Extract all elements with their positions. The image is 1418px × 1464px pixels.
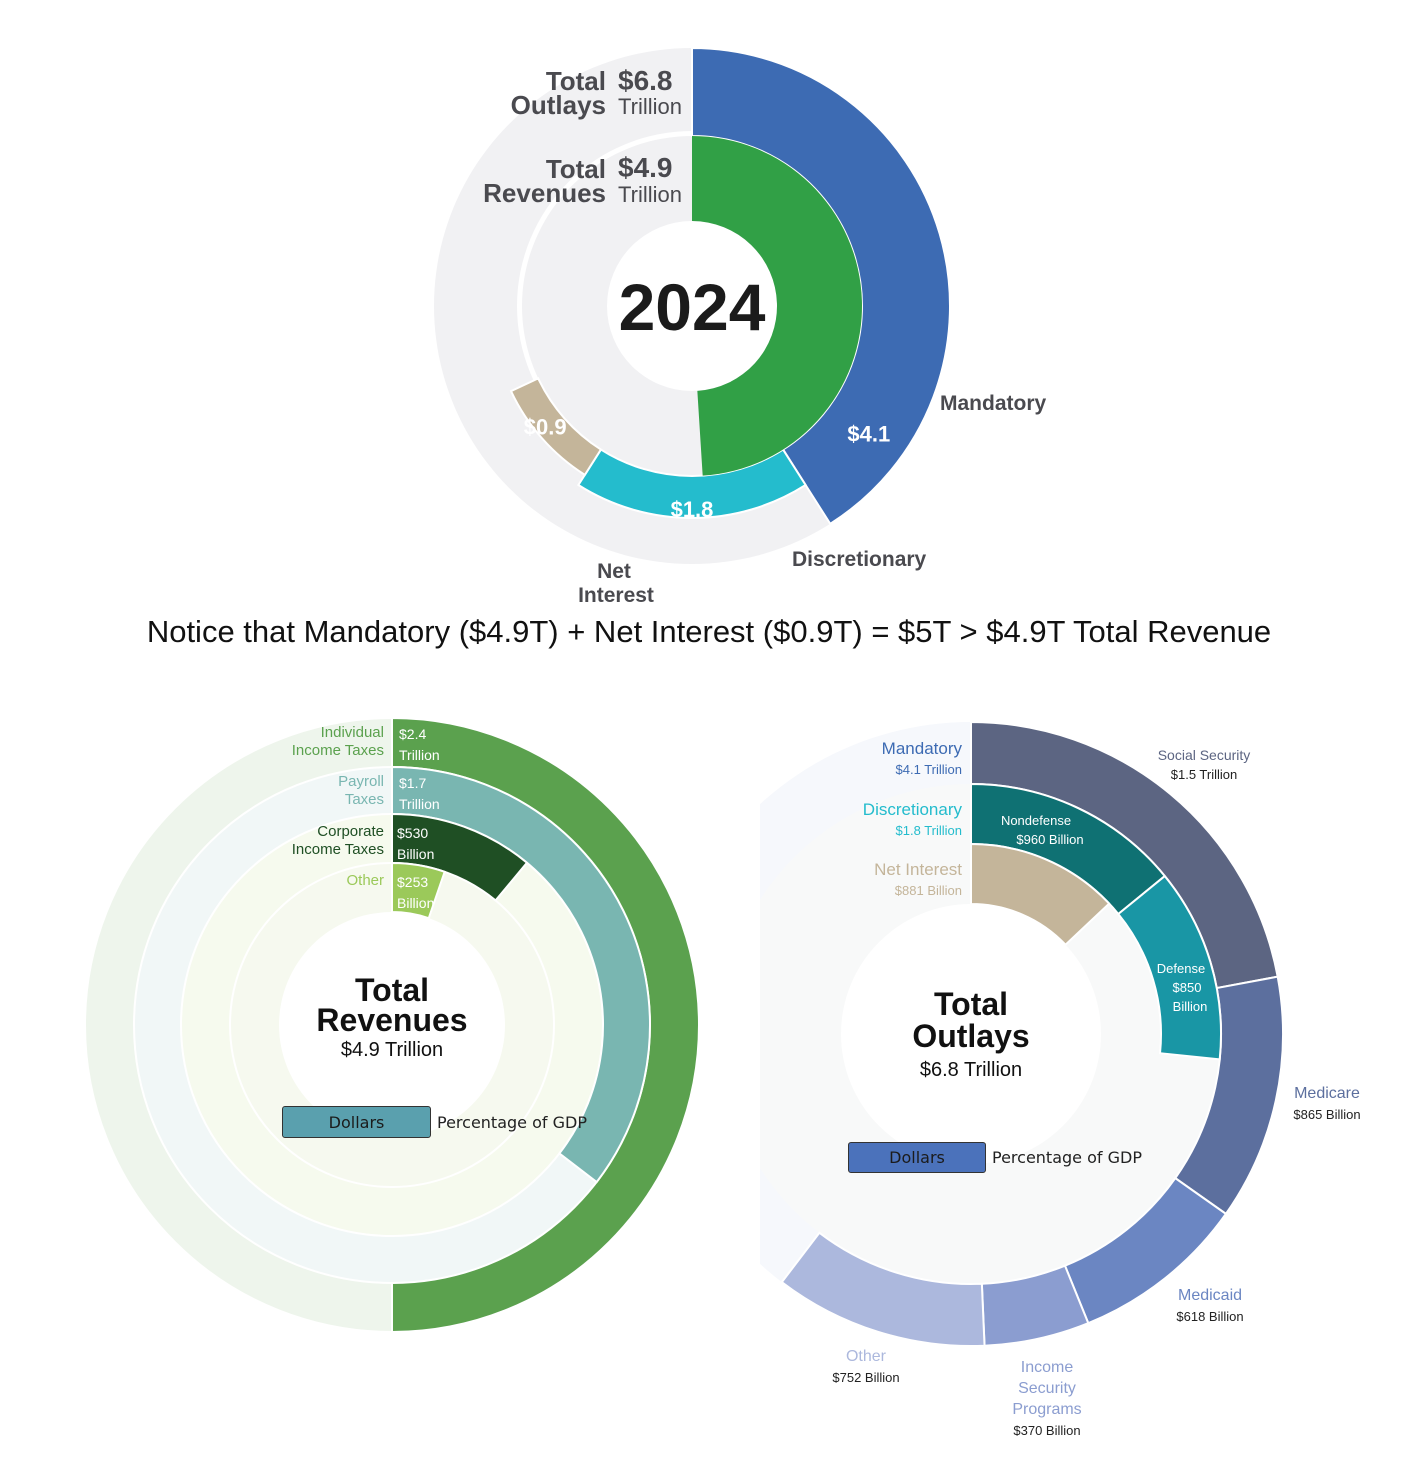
net-interest-outlay-segment bbox=[970, 842, 1111, 947]
mandatory-value: $4.1 bbox=[847, 422, 890, 447]
medicaid-segment bbox=[1063, 1176, 1228, 1325]
outlays-legend-label-0: Mandatory bbox=[882, 739, 963, 758]
outlays-part-label-1-0: Medicare bbox=[1294, 1085, 1360, 1102]
revenues-dollars-button[interactable]: Dollars bbox=[282, 1106, 431, 1138]
outlays-legend-value-1: $1.8 Trillion bbox=[896, 823, 962, 838]
rev-ring-divider bbox=[84, 717, 700, 1333]
defense-label: Defense bbox=[1157, 961, 1205, 976]
rev-ring-divider bbox=[180, 813, 604, 1237]
rev-value-1-0: $1.7 bbox=[399, 775, 426, 791]
caption-text: Notice that Mandatory ($4.9T) + Net Inte… bbox=[146, 614, 1272, 649]
outlays-title-2: Outlays bbox=[912, 1018, 1029, 1054]
rev-value-0-0: $2.4 bbox=[399, 726, 426, 742]
income-security-segment bbox=[980, 1264, 1090, 1347]
outlays-title-1: Total bbox=[546, 66, 606, 96]
revenues-title-2: Revenues bbox=[483, 178, 606, 208]
rev-label-0-1: Income Taxes bbox=[292, 742, 384, 759]
rev-bg-4 bbox=[229, 863, 554, 1187]
net-interest-label-2: Interest bbox=[578, 584, 654, 607]
outlays-part-value-1: $865 Billion bbox=[1293, 1107, 1360, 1122]
rev-label-3-0: Other bbox=[346, 872, 384, 889]
rev-bg-outer bbox=[84, 718, 699, 1332]
outlays-total-unit: Trillion bbox=[618, 94, 682, 119]
revenues-title-1: Total bbox=[355, 972, 429, 1008]
outlays-legend-value-0: $4.1 Trillion bbox=[896, 762, 962, 777]
outlays-group bbox=[760, 720, 1284, 1348]
revenues-total-value: $4.9 bbox=[618, 152, 673, 183]
net-interest-segment bbox=[509, 377, 603, 477]
medicare-segment bbox=[1173, 975, 1284, 1216]
corporate-income-taxes-segment bbox=[391, 812, 529, 902]
rev-label-2-1: Income Taxes bbox=[292, 841, 384, 858]
center-hole bbox=[607, 221, 777, 391]
outlays-part-label-3-2: Programs bbox=[1012, 1401, 1081, 1418]
outlays-part-label-4-0: Other bbox=[846, 1348, 887, 1365]
defense-value-1: $850 bbox=[1173, 980, 1202, 995]
top-chart: $4.1 $1.8 $0.9 Mandatory Discretionary NetInt… bbox=[433, 46, 1047, 607]
outlays-part-value-2: $618 Billion bbox=[1176, 1309, 1243, 1324]
rev-ring-divider bbox=[229, 862, 555, 1188]
net-interest-label-1: Net bbox=[597, 560, 631, 583]
social-security-segment bbox=[970, 720, 1279, 990]
defense-segment bbox=[1116, 874, 1222, 1061]
outlays-part-value-3: $370 Billion bbox=[1013, 1423, 1080, 1438]
rev-value-2-1: Billion bbox=[397, 846, 434, 862]
out-center bbox=[841, 904, 1101, 1164]
discretionary-value: $1.8 bbox=[671, 497, 714, 522]
net-interest-value: $0.9 bbox=[524, 415, 567, 440]
outlays-legend-label-2: Net Interest bbox=[874, 860, 962, 879]
rev-value-0-1: Trillion bbox=[399, 747, 440, 763]
rev-bg-2 bbox=[133, 767, 650, 1283]
out-bg-outer bbox=[760, 722, 1283, 1346]
outlays-part-value-4: $752 Billion bbox=[832, 1370, 899, 1385]
nondefense-segment bbox=[970, 782, 1167, 916]
revenues-title-2: Revenues bbox=[316, 1002, 467, 1038]
revenues-total-unit: Trillion bbox=[618, 182, 682, 207]
discretionary-label: Discretionary bbox=[792, 548, 927, 571]
rev-center bbox=[279, 912, 505, 1138]
year-label: 2024 bbox=[619, 270, 766, 344]
mandatory-label: Mandatory bbox=[940, 392, 1047, 415]
defense-value-2: Billion bbox=[1173, 999, 1208, 1014]
nondefense-label: Nondefense bbox=[1001, 813, 1071, 828]
outlays-title-1: Total bbox=[934, 986, 1008, 1022]
nondefense-value: $960 Billion bbox=[1016, 832, 1083, 847]
individual-income-taxes-segment bbox=[391, 716, 700, 1334]
outlays-part-label-2-0: Medicaid bbox=[1178, 1287, 1242, 1304]
outlays-title-2: Outlays bbox=[511, 90, 606, 120]
revenues-subtitle: $4.9 Trillion bbox=[341, 1039, 443, 1061]
rev-value-2-0: $530 bbox=[397, 825, 428, 841]
outlays-legend-label-1: Discretionary bbox=[863, 800, 963, 819]
other-revenue-segment bbox=[391, 861, 446, 920]
rev-label-2-0: Corporate bbox=[317, 823, 384, 840]
outlays-dollars-button[interactable]: Dollars bbox=[848, 1142, 986, 1173]
rev-value-3-0: $253 bbox=[397, 874, 428, 890]
outlays-part-label-3-1: Security bbox=[1018, 1380, 1076, 1397]
outlays-legend-value-2: $881 Billion bbox=[895, 883, 962, 898]
caption: Notice that Mandatory ($4.9T) + Net Inte… bbox=[0, 614, 1418, 650]
rev-value-1-1: Trillion bbox=[399, 796, 440, 812]
rev-ring-divider bbox=[133, 766, 651, 1284]
rev-label-0-0: Individual bbox=[321, 724, 384, 741]
outlays-part-value-0: $1.5 Trillion bbox=[1171, 767, 1237, 782]
revenues-toggle: Dollars Percentage of GDP bbox=[282, 1106, 587, 1138]
out-bg-inner bbox=[760, 784, 1221, 1284]
outlays-part-label-0-0: Social Security bbox=[1158, 747, 1251, 763]
rev-bg-3 bbox=[180, 814, 603, 1237]
outlays-toggle: Dollars Percentage of GDP bbox=[848, 1142, 1142, 1173]
rev-label-1-1: Taxes bbox=[345, 791, 384, 808]
rev-value-3-1: Billion bbox=[397, 895, 434, 911]
rev-label-1-0: Payroll bbox=[338, 773, 384, 790]
outlays-subtitle: $6.8 Trillion bbox=[920, 1059, 1022, 1081]
other-outlays-segment bbox=[780, 1231, 986, 1348]
outlays-gdp-option[interactable]: Percentage of GDP bbox=[992, 1148, 1142, 1167]
revenues-gdp-option[interactable]: Percentage of GDP bbox=[437, 1112, 587, 1132]
revenues-title-1: Total bbox=[546, 154, 606, 184]
outlays-part-label-3-0: Income bbox=[1021, 1359, 1074, 1376]
outlays-total-value: $6.8 bbox=[618, 65, 673, 96]
revenues-segment bbox=[692, 136, 863, 476]
